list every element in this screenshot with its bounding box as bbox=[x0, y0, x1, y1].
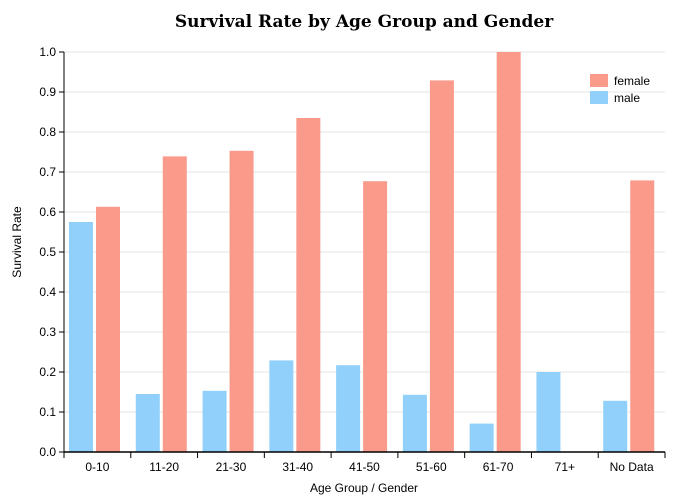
legend-swatch-male bbox=[590, 91, 608, 104]
bars bbox=[69, 52, 655, 453]
y-tick-label: 0.7 bbox=[39, 165, 56, 179]
y-axis-label: Survival Rate bbox=[10, 206, 24, 278]
x-tick-label: 41-50 bbox=[349, 460, 380, 474]
legend: female male bbox=[590, 74, 650, 105]
x-tick-label: 11-20 bbox=[149, 460, 179, 474]
x-tick-label: 21-30 bbox=[216, 460, 247, 474]
x-tick-label: 31-40 bbox=[282, 460, 313, 474]
y-tick-label: 0.0 bbox=[39, 445, 56, 459]
x-axis: 0-10 11-20 21-30 31-40 41-50 51-60 61-70 71+ No … bbox=[63, 451, 666, 474]
bar-female-0-10 bbox=[96, 206, 120, 452]
legend-label-male: male bbox=[614, 91, 640, 105]
bar-female-51-60 bbox=[429, 80, 454, 453]
bar-male-71+ bbox=[536, 372, 561, 452]
y-tick-label: 1.0 bbox=[39, 45, 56, 59]
bar-male-0-10 bbox=[69, 222, 93, 452]
bar-female-61-70 bbox=[496, 52, 521, 452]
bar-female-31-40 bbox=[296, 118, 321, 452]
y-tick-label: 0.3 bbox=[39, 325, 56, 339]
y-tick-label: 0.2 bbox=[39, 365, 56, 379]
x-tick-label: 51-60 bbox=[416, 460, 447, 474]
bar-male-no-data bbox=[603, 400, 628, 452]
chart-title: Survival Rate by Age Group and Gender bbox=[175, 12, 554, 32]
legend-label-female: female bbox=[614, 74, 650, 88]
bar-male-21-30 bbox=[202, 390, 227, 452]
bar-male-11-20 bbox=[135, 394, 160, 452]
x-axis-label: Age Group / Gender bbox=[310, 481, 418, 495]
y-tick-label: 0.9 bbox=[39, 85, 56, 99]
x-tick-label: 71+ bbox=[555, 460, 575, 474]
bar-female-11-20 bbox=[162, 156, 187, 452]
bar-male-31-40 bbox=[269, 360, 294, 452]
y-tick-label: 0.8 bbox=[39, 125, 56, 139]
legend-swatch-female bbox=[590, 74, 608, 87]
y-axis: 0.0 0.1 0.2 0.3 0.4 0.5 0.6 0.7 0.8 0.9 1.0 bbox=[39, 45, 65, 459]
y-tick-label: 0.5 bbox=[39, 245, 56, 259]
bar-female-41-50 bbox=[363, 181, 388, 452]
y-tick-label: 0.1 bbox=[39, 405, 56, 419]
y-tick-label: 0.6 bbox=[39, 205, 56, 219]
y-tick-label: 0.4 bbox=[39, 285, 56, 299]
x-tick-label: 0-10 bbox=[85, 460, 109, 474]
bar-male-51-60 bbox=[402, 394, 427, 452]
x-tick-label: 61-70 bbox=[483, 460, 514, 474]
bar-female-no-data bbox=[630, 180, 655, 452]
bar-female-21-30 bbox=[229, 150, 254, 453]
x-tick-label: No Data bbox=[610, 460, 654, 474]
bar-male-41-50 bbox=[336, 365, 361, 452]
bar-male-61-70 bbox=[469, 423, 494, 452]
